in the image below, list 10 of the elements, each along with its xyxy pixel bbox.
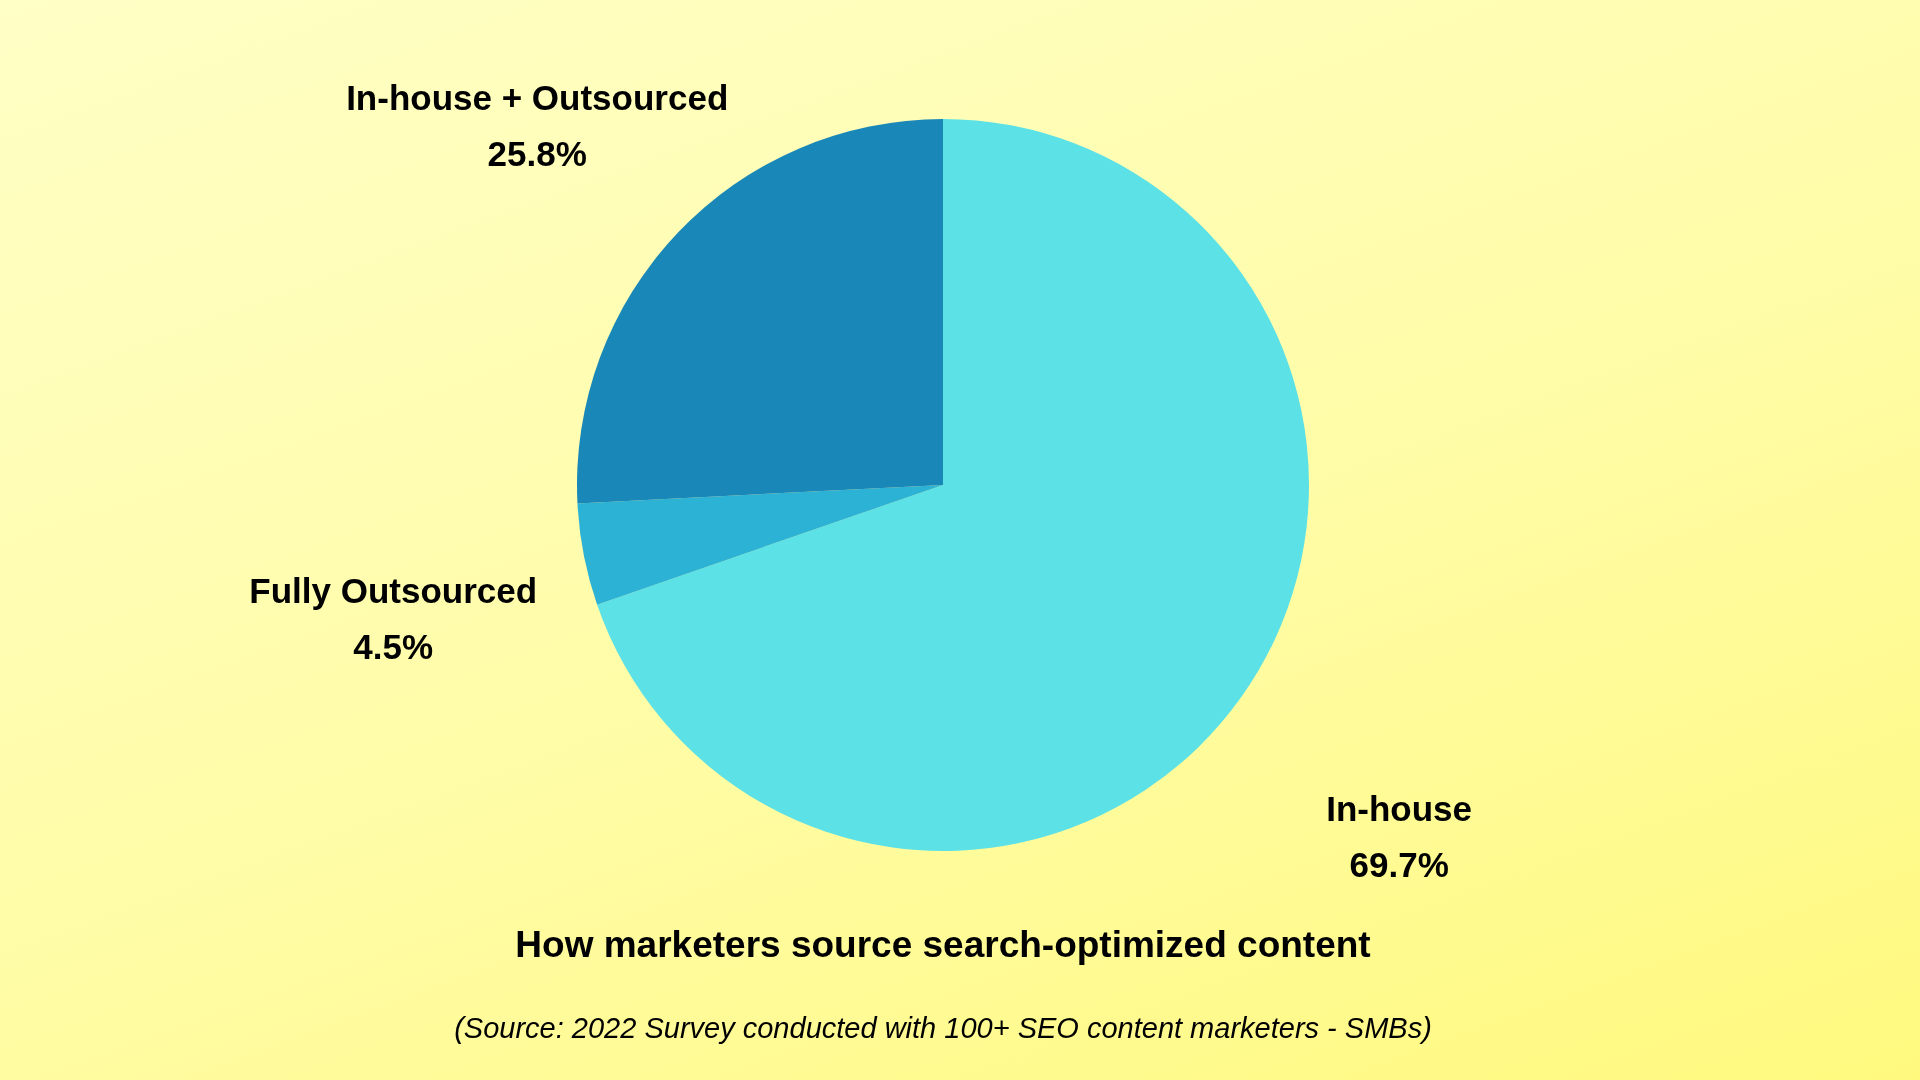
pie-slice [597, 119, 1309, 851]
text: How marketers source search-optimized content [515, 924, 1371, 965]
slice-label: Fully Outsourced [249, 570, 538, 610]
slice-label: In-house + Outsourced [346, 78, 729, 118]
data-label: 69.7% [1349, 844, 1449, 884]
slice-label: In-house [1326, 788, 1473, 828]
text: (Source: 2022 Survey conducted with 100+ SEO content marketers - SMBs) [454, 1012, 1432, 1044]
data-label: 4.5% [353, 626, 434, 666]
data-label: 25.8% [487, 134, 587, 174]
pie-slice [577, 485, 943, 605]
